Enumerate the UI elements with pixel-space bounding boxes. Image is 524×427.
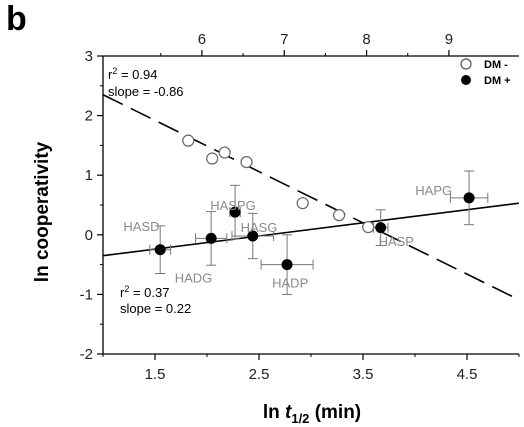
point-label: HADP xyxy=(272,275,308,290)
x-tick-label: 4.5 xyxy=(457,366,478,383)
point-label: HASPG xyxy=(210,198,256,213)
y-tick-label: 3 xyxy=(85,48,93,65)
panel-letter: b xyxy=(6,0,27,38)
y-tick-label: -1 xyxy=(80,286,93,303)
y-tick-label: 0 xyxy=(85,227,93,244)
x2-tick-label: 6 xyxy=(198,31,206,48)
y-tick-label: -2 xyxy=(80,346,93,363)
data-point-open xyxy=(240,155,253,169)
y-tick-label: 1 xyxy=(85,167,93,184)
x2-tick-label: 9 xyxy=(445,31,453,48)
point-label: HAPG xyxy=(415,183,452,198)
data-point-filled xyxy=(281,259,293,271)
legend-label-dm-plus: DM + xyxy=(484,75,511,87)
x2-tick-label: 8 xyxy=(362,31,370,48)
y-axis-label: ln cooperativity xyxy=(32,141,53,282)
dm-plus-slope: slope = 0.22 xyxy=(120,301,191,316)
data-point-open xyxy=(182,134,195,147)
fit-line-dm-minus xyxy=(102,94,520,301)
data-point-open xyxy=(332,209,346,222)
data-point-filled xyxy=(375,222,387,234)
point-label: HADG xyxy=(175,271,213,286)
data-point-filled xyxy=(205,232,217,244)
point-label: HASD xyxy=(123,219,159,234)
data-point-open xyxy=(206,152,219,165)
dm-minus-r2: r2 = 0.94 xyxy=(108,66,157,82)
data-point-open xyxy=(362,220,375,234)
legend-open-circle-marker xyxy=(460,58,472,70)
legend-filled-circle-marker xyxy=(461,75,471,85)
data-points xyxy=(154,134,475,271)
x2-tick-label: 7 xyxy=(280,31,288,48)
legend: DM - DM + xyxy=(460,58,511,87)
axes-layer: -2 -1 0 1 2 3 1.5 2.5 3.5 4.5 6 7 8 9 xyxy=(80,31,520,383)
point-labels: HASD HADG HASPG HASG HADP HASP HAPG xyxy=(123,183,452,290)
x-tick-label: 2.5 xyxy=(249,366,270,383)
x-axis-label: ln t1/2 (min) xyxy=(263,402,361,426)
y-tick-label: 2 xyxy=(85,108,93,125)
data-point-open xyxy=(218,146,231,159)
dm-plus-r2: r2 = 0.37 xyxy=(120,284,169,300)
data-point-filled xyxy=(229,206,241,218)
data-point-filled xyxy=(154,244,166,256)
data-point-open xyxy=(296,197,309,210)
data-point-filled xyxy=(463,192,475,204)
point-label: HASP xyxy=(379,234,414,249)
point-label: HASG xyxy=(241,220,278,235)
x-tick-label: 1.5 xyxy=(145,366,166,383)
fit-lines xyxy=(102,94,520,301)
data-point-filled xyxy=(247,230,259,242)
fit-line-dm-plus xyxy=(102,202,520,257)
dm-minus-slope: slope = -0.86 xyxy=(108,84,184,99)
x-tick-label: 3.5 xyxy=(353,366,374,383)
legend-label-dm-minus: DM - xyxy=(484,59,508,71)
